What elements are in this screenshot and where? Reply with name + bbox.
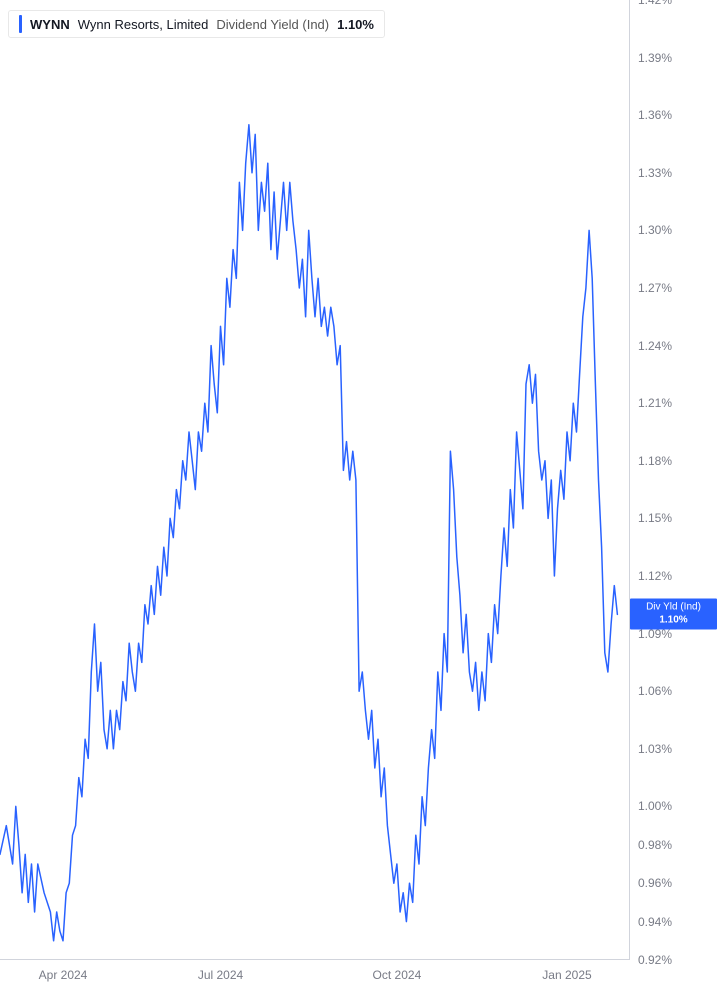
y-axis-tick: 0.96% xyxy=(638,876,672,890)
y-axis-tick: 1.33% xyxy=(638,166,672,180)
chart-header: WYNN Wynn Resorts, Limited Dividend Yiel… xyxy=(8,10,385,38)
y-axis-tick: 1.36% xyxy=(638,108,672,122)
line-chart-svg xyxy=(0,0,630,960)
x-axis-tick: Jul 2024 xyxy=(198,968,243,982)
y-axis-tick: 0.92% xyxy=(638,953,672,967)
y-axis-tick: 1.42% xyxy=(638,0,672,7)
y-axis-tick: 1.27% xyxy=(638,281,672,295)
x-axis: Apr 2024 Jul 2024 Oct 2024 Jan 2025 xyxy=(0,960,630,1005)
y-axis-tick: 1.39% xyxy=(638,51,672,65)
y-axis-tick: 0.98% xyxy=(638,838,672,852)
y-axis-tick: 0.94% xyxy=(638,915,672,929)
chart-plot-area[interactable] xyxy=(0,0,630,960)
y-axis-tick: 1.06% xyxy=(638,684,672,698)
metric-label: Dividend Yield (Ind) xyxy=(216,17,329,32)
y-axis-tick: 1.03% xyxy=(638,742,672,756)
y-axis-tick: 1.21% xyxy=(638,396,672,410)
y-axis: 1.42% 1.39% 1.36% 1.33% 1.30% 1.27% 1.24% 1.21%… xyxy=(630,0,717,960)
badge-value: 1.10% xyxy=(634,614,713,627)
y-axis-tick: 1.24% xyxy=(638,339,672,353)
y-axis-tick: 1.15% xyxy=(638,511,672,525)
current-value-badge: Div Yld (Ind)1.10% xyxy=(630,599,717,630)
x-axis-tick: Apr 2024 xyxy=(39,968,88,982)
metric-value: 1.10% xyxy=(337,17,374,32)
dividend-yield-line xyxy=(0,125,617,941)
badge-label: Div Yld (Ind) xyxy=(634,602,713,615)
ticker-symbol[interactable]: WYNN xyxy=(30,17,70,32)
x-axis-tick: Oct 2024 xyxy=(373,968,422,982)
y-axis-tick: 1.00% xyxy=(638,799,672,813)
company-name: Wynn Resorts, Limited xyxy=(78,17,209,32)
y-axis-tick: 1.30% xyxy=(638,223,672,237)
ticker-accent-bar xyxy=(19,15,22,33)
y-axis-tick: 1.12% xyxy=(638,569,672,583)
y-axis-tick: 1.18% xyxy=(638,454,672,468)
x-axis-tick: Jan 2025 xyxy=(542,968,591,982)
